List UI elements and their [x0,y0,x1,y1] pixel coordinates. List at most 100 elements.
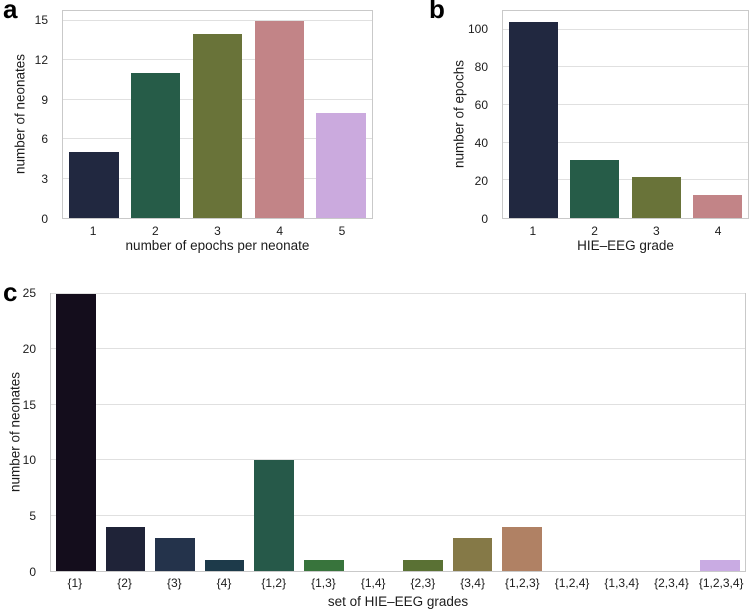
x-tick-label-{1,4}: {1,4} [360,576,386,590]
panel-c-bars [51,294,745,571]
bar-{1,2} [254,460,294,571]
bar-{1,2,3} [502,526,542,571]
panel-a-bars [63,11,372,218]
y-tick-label-20: 20 [22,341,36,356]
bar-slot-2 [564,11,625,218]
bar-slot-4 [687,11,748,218]
gridline-y-5 [51,514,745,516]
bar-{4} [204,559,245,571]
gridline-y-20 [503,179,748,181]
gridline-y-25 [51,293,745,294]
y-tick-label-10: 10 [22,453,36,468]
x-tick-label-{4}: {4} [216,576,232,590]
panel-a-letter: a [3,0,18,24]
x-tick-label-{2,3,4}: {2,3,4} [654,576,689,590]
x-tick-label-{1,2}: {1,2} [261,576,287,590]
x-tick-label-{3,4}: {3,4} [460,576,485,590]
bar-slot-{4} [200,294,250,571]
x-tick-label-1: 1 [89,224,97,238]
y-tick-label-60: 60 [474,98,488,112]
bar-4 [692,195,742,218]
bar-slot-5 [310,11,372,218]
y-tick-label-9: 9 [41,92,48,107]
y-tick-label-0: 0 [41,212,48,226]
x-tick-label-{1,2,3,4}: {1,2,3,4} [698,576,744,590]
bar-slot-2 [125,11,187,218]
x-tick-label-3: 3 [214,224,221,238]
bar-slot-{1,2,3,4} [696,294,746,571]
gridline-y-100 [503,28,748,30]
y-tick-label-0: 0 [29,565,36,579]
bar-3 [631,176,681,218]
x-tick-label-{1,3,4}: {1,3,4} [604,576,640,590]
y-tick-label-20: 20 [474,174,488,188]
x-tick-label-{3}: {3} [166,576,182,590]
y-tick-label-100: 100 [467,22,488,36]
bar-slot-{1} [51,294,101,571]
x-tick-label-{2}: {2} [117,576,132,590]
bar-slot-4 [248,11,310,218]
y-tick-label-5: 5 [29,509,36,524]
bar-slot-{3} [150,294,200,571]
y-tick-label-12: 12 [34,52,48,67]
gridline-y-15 [51,403,745,405]
panel-c-gridlines [51,293,745,571]
bar-{2,3} [403,559,443,571]
panel-b-x-tick-labels: 1 2 3 4 [502,224,749,238]
bar-slot-{2} [101,294,151,571]
panel-c-letter: c [3,277,18,307]
x-tick-label-{1,2,3}: {1,2,3} [504,576,540,590]
bar-{1,3} [303,559,344,571]
bar-{1} [55,294,96,571]
y-tick-label-3: 3 [41,172,48,187]
bar-3 [192,34,243,218]
x-tick-label-{1,3}: {1,3} [311,576,336,590]
bar-slot-{1,2,4} [547,294,597,571]
bar-2 [570,159,620,218]
x-tick-label-5: 5 [338,224,346,238]
gridline-y-15 [63,19,372,21]
bar-{2} [105,526,146,571]
gridline-y-40 [503,141,748,143]
y-tick-label-15: 15 [34,12,48,27]
panel-b-gridlines [503,11,748,218]
bar-slot-{1,3} [299,294,349,571]
panel-a-x-tick-labels: 1 2 3 4 5 [62,224,373,238]
bar-slot-1 [63,11,125,218]
gridline-y-10 [51,459,745,461]
bar-{3,4} [452,537,493,571]
bar-{1,2,3,4} [700,559,741,571]
panel-b-letter: b [429,0,445,24]
x-tick-label-2: 2 [151,224,159,238]
bar-1 [509,22,559,218]
x-tick-label-2: 2 [591,224,598,238]
bar-slot-{3,4} [448,294,498,571]
gridline-y-80 [503,66,748,68]
bar-slot-{1,2,3} [497,294,547,571]
bar-5 [316,112,366,218]
y-tick-label-15: 15 [22,397,36,412]
x-tick-label-4: 4 [276,224,284,238]
x-tick-label-{1,2,4}: {1,2,4} [554,576,590,590]
x-tick-label-4: 4 [714,224,722,238]
panel-a-x-axis-label: number of epochs per neonate [125,238,310,253]
panel-b-x-axis-label: HIE–EEG grade [577,238,674,253]
y-tick-label-0: 0 [481,212,488,226]
bar-slot-3 [626,11,687,218]
panel-b-plot-area [502,10,749,219]
y-tick-label-6: 6 [41,132,48,147]
y-tick-label-80: 80 [474,60,488,74]
y-tick-label-25: 25 [22,286,36,300]
panel-a-plot-area [62,10,373,219]
panel-c-x-axis-label: set of HIE–EEG grades [327,594,469,609]
bar-slot-{1,3,4} [596,294,646,571]
x-tick-label-1: 1 [529,224,537,238]
panel-b-bars [503,11,748,218]
bar-slot-{1,4} [348,294,398,571]
panel-c-y-tick-labels: 0 5 10 15 20 25 [0,287,42,578]
bar-slot-{1,2} [249,294,299,571]
gridline-y-60 [503,104,748,106]
bar-2 [130,73,181,218]
x-tick-label-{1}: {1} [67,576,83,590]
